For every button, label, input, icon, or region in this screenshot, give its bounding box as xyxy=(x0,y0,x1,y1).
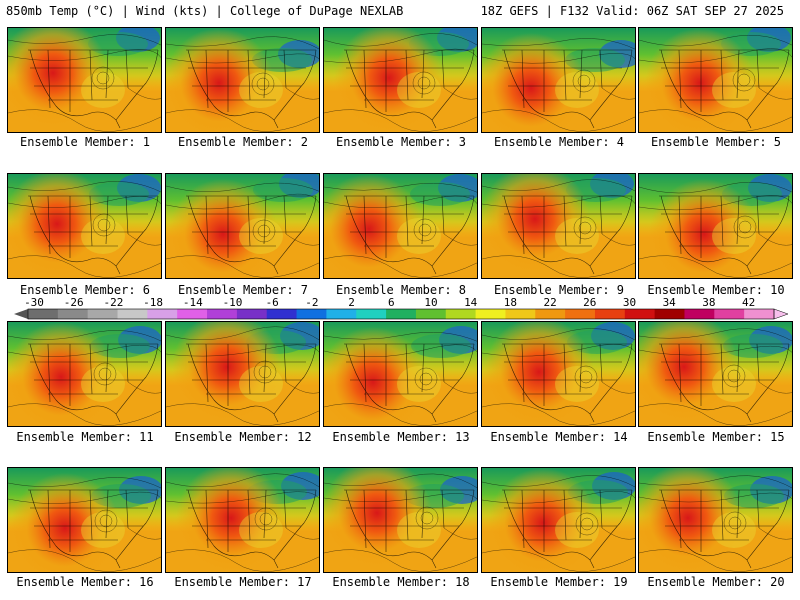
colorbar-tick-label: 14 xyxy=(464,296,478,309)
ensemble-member-label: Ensemble Member: 17 xyxy=(174,575,312,589)
ensemble-member-label: Ensemble Member: 1 xyxy=(19,135,151,149)
ensemble-member-label: Ensemble Member: 14 xyxy=(490,430,628,444)
temperature-colorbar xyxy=(14,308,788,320)
ensemble-member-label: Ensemble Member: 12 xyxy=(174,430,312,444)
colorbar-tick-label: -6 xyxy=(265,296,279,309)
ensemble-member-map-9 xyxy=(481,173,636,279)
colorbar-segment xyxy=(236,309,268,319)
colorbar-segment xyxy=(744,309,775,319)
colorbar-segment xyxy=(445,309,477,319)
ensemble-member-label: Ensemble Member: 4 xyxy=(493,135,625,149)
colorbar-tick-label: -14 xyxy=(182,296,203,309)
ensemble-member-label: Ensemble Member: 15 xyxy=(647,430,785,444)
colorbar-segment xyxy=(654,309,685,319)
colorbar-segment xyxy=(386,309,417,319)
ensemble-member-map-1 xyxy=(7,27,162,133)
colorbar-segment xyxy=(714,309,745,319)
ensemble-member-map-4 xyxy=(481,27,636,133)
colorbar-tick-label: -10 xyxy=(222,296,243,309)
colorbar-tick-label: 18 xyxy=(503,296,518,309)
colorbar-tick-label: 10 xyxy=(424,296,438,309)
ensemble-member-label: Ensemble Member: 9 xyxy=(493,283,625,297)
ensemble-member-map-5 xyxy=(638,27,793,133)
ensemble-member-label: Ensemble Member: 7 xyxy=(177,283,309,297)
colorbar-tick-label: 42 xyxy=(741,296,756,309)
colorbar-tick-label: 38 xyxy=(702,296,716,309)
ensemble-member-map-17 xyxy=(165,467,320,573)
colorbar-tick-label: 6 xyxy=(387,296,395,309)
ensemble-member-label: Ensemble Member: 5 xyxy=(650,135,782,149)
colorbar-segment xyxy=(415,309,447,319)
colorbar-segment xyxy=(594,309,626,319)
ensemble-member-label: Ensemble Member: 3 xyxy=(335,135,467,149)
ensemble-member-label: Ensemble Member: 18 xyxy=(332,575,470,589)
ensemble-member-map-10 xyxy=(638,173,793,279)
colorbar-segment xyxy=(684,309,715,319)
ensemble-member-label: Ensemble Member: 19 xyxy=(490,575,628,589)
map-title: 850mb Temp (°C) | Wind (kts) | College o… xyxy=(6,4,404,18)
colorbar-tick-label: 22 xyxy=(543,296,557,309)
colorbar-segment xyxy=(207,309,238,319)
ensemble-member-map-13 xyxy=(323,321,478,427)
colorbar-tick-label: 34 xyxy=(662,296,676,309)
ensemble-member-label: Ensemble Member: 20 xyxy=(647,575,785,589)
model-run-info: 18Z GEFS | F132 Valid: 06Z SAT SEP 27 20… xyxy=(480,4,784,18)
ensemble-member-label: Ensemble Member: 6 xyxy=(19,283,151,297)
colorbar-segment xyxy=(87,309,119,319)
colorbar-segment xyxy=(57,309,89,319)
colorbar-segment xyxy=(535,309,566,319)
ensemble-member-map-20 xyxy=(638,467,793,573)
colorbar-segment xyxy=(177,309,208,319)
colorbar-segment xyxy=(28,309,59,319)
ensemble-member-label: Ensemble Member: 2 xyxy=(177,135,309,149)
colorbar-tick-label: 2 xyxy=(348,296,355,309)
colorbar-segment xyxy=(117,309,148,319)
ensemble-member-label: Ensemble Member: 13 xyxy=(332,430,470,444)
colorbar-tick-label: -26 xyxy=(63,296,84,309)
colorbar-segment xyxy=(475,309,506,319)
colorbar-segment xyxy=(326,309,357,319)
colorbar-tick-label: -22 xyxy=(103,296,124,309)
ensemble-member-map-2 xyxy=(165,27,320,133)
ensemble-member-map-16 xyxy=(7,467,162,573)
colorbar-segment xyxy=(296,309,327,319)
ensemble-member-map-19 xyxy=(481,467,636,573)
ensemble-member-map-3 xyxy=(323,27,478,133)
ensemble-member-map-14 xyxy=(481,321,636,427)
colorbar-segment xyxy=(624,309,656,319)
colorbar-max-arrow xyxy=(773,308,788,320)
colorbar-outline xyxy=(27,308,775,320)
colorbar-segment xyxy=(565,309,596,319)
colorbar-tick-label: -18 xyxy=(143,296,164,309)
ensemble-member-map-12 xyxy=(165,321,320,427)
ensemble-member-map-6 xyxy=(7,173,162,279)
ensemble-member-map-8 xyxy=(323,173,478,279)
colorbar-segment xyxy=(147,309,178,319)
ensemble-member-label: Ensemble Member: 10 xyxy=(647,283,785,297)
colorbar-tick-label: -2 xyxy=(305,296,319,309)
ensemble-member-label: Ensemble Member: 8 xyxy=(335,283,467,297)
colorbar-tick-label: 26 xyxy=(583,296,597,309)
colorbar-tick-label: 30 xyxy=(622,296,637,309)
colorbar-min-arrow xyxy=(14,309,28,319)
ensemble-member-label: Ensemble Member: 16 xyxy=(16,575,154,589)
ensemble-member-map-18 xyxy=(323,467,478,573)
colorbar-segment xyxy=(505,309,536,319)
colorbar-tick-label: -30 xyxy=(24,296,44,309)
ensemble-member-map-7 xyxy=(165,173,320,279)
ensemble-member-map-15 xyxy=(638,321,793,427)
ensemble-member-label: Ensemble Member: 11 xyxy=(16,430,154,444)
ensemble-member-map-11 xyxy=(7,321,162,427)
colorbar-segment xyxy=(266,309,298,319)
colorbar-segment xyxy=(356,309,387,319)
